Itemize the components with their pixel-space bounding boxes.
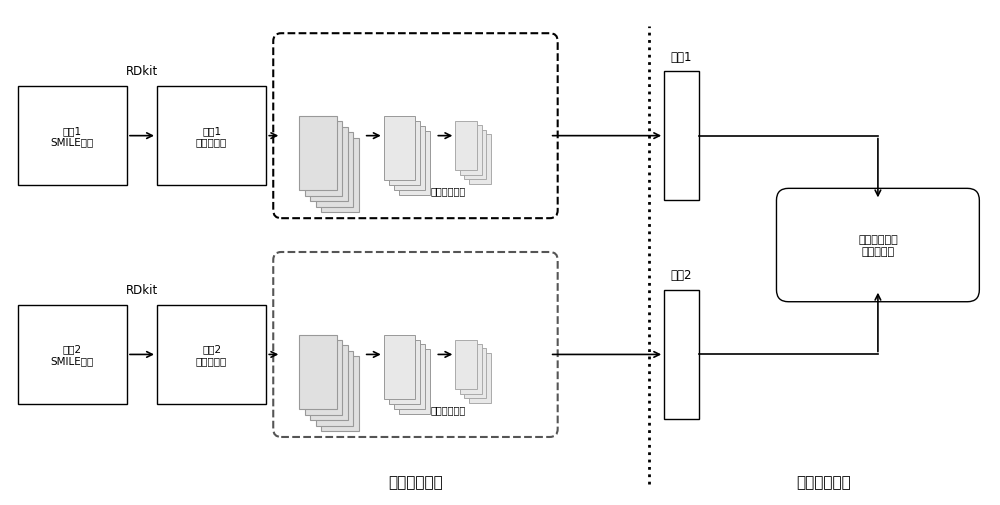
Bar bbox=[394, 345, 425, 410]
Bar bbox=[299, 335, 337, 410]
Bar bbox=[305, 122, 342, 196]
Bar bbox=[157, 305, 266, 405]
Bar bbox=[464, 130, 486, 180]
Bar bbox=[384, 117, 415, 181]
Bar bbox=[305, 340, 342, 415]
Bar bbox=[389, 122, 420, 186]
Bar bbox=[157, 87, 266, 186]
Text: 分字1
SMILE格式: 分字1 SMILE格式 bbox=[51, 126, 94, 147]
Bar bbox=[455, 122, 477, 171]
Bar bbox=[18, 305, 127, 405]
Text: 分字1
结构式图像: 分字1 结构式图像 bbox=[196, 126, 227, 147]
Bar bbox=[394, 126, 425, 191]
Bar bbox=[460, 344, 482, 394]
Bar bbox=[464, 349, 486, 398]
Text: 卷积神经网络: 卷积神经网络 bbox=[430, 186, 465, 196]
Text: 分字2
SMILE格式: 分字2 SMILE格式 bbox=[51, 344, 94, 366]
FancyBboxPatch shape bbox=[776, 189, 979, 302]
Bar bbox=[384, 335, 415, 399]
Bar bbox=[664, 72, 699, 201]
Text: 编砃2: 编砃2 bbox=[671, 269, 692, 282]
Bar bbox=[321, 138, 359, 213]
Bar bbox=[316, 133, 353, 208]
Bar bbox=[310, 127, 348, 202]
Bar bbox=[469, 353, 491, 403]
Bar bbox=[18, 87, 127, 186]
Text: 目标函数部分: 目标函数部分 bbox=[796, 474, 851, 489]
Bar bbox=[316, 351, 353, 426]
Bar bbox=[460, 126, 482, 176]
Text: 编砃1: 编砃1 bbox=[671, 50, 692, 64]
Bar bbox=[389, 340, 420, 405]
Bar bbox=[399, 350, 430, 414]
Text: 分字2
结构式图像: 分字2 结构式图像 bbox=[196, 344, 227, 366]
Text: 配体分子指纹
对间相似性: 配体分子指纹 对间相似性 bbox=[858, 235, 898, 257]
Bar bbox=[469, 135, 491, 184]
Bar bbox=[299, 117, 337, 191]
Text: RDkit: RDkit bbox=[126, 284, 158, 297]
Bar bbox=[321, 357, 359, 431]
Bar bbox=[664, 290, 699, 419]
Text: 卷积神经网络: 卷积神经网络 bbox=[430, 405, 465, 414]
Bar bbox=[455, 340, 477, 389]
Text: RDkit: RDkit bbox=[126, 65, 158, 78]
Bar bbox=[310, 346, 348, 420]
Bar bbox=[399, 131, 430, 196]
Text: 特征学习部分: 特征学习部分 bbox=[388, 474, 443, 489]
